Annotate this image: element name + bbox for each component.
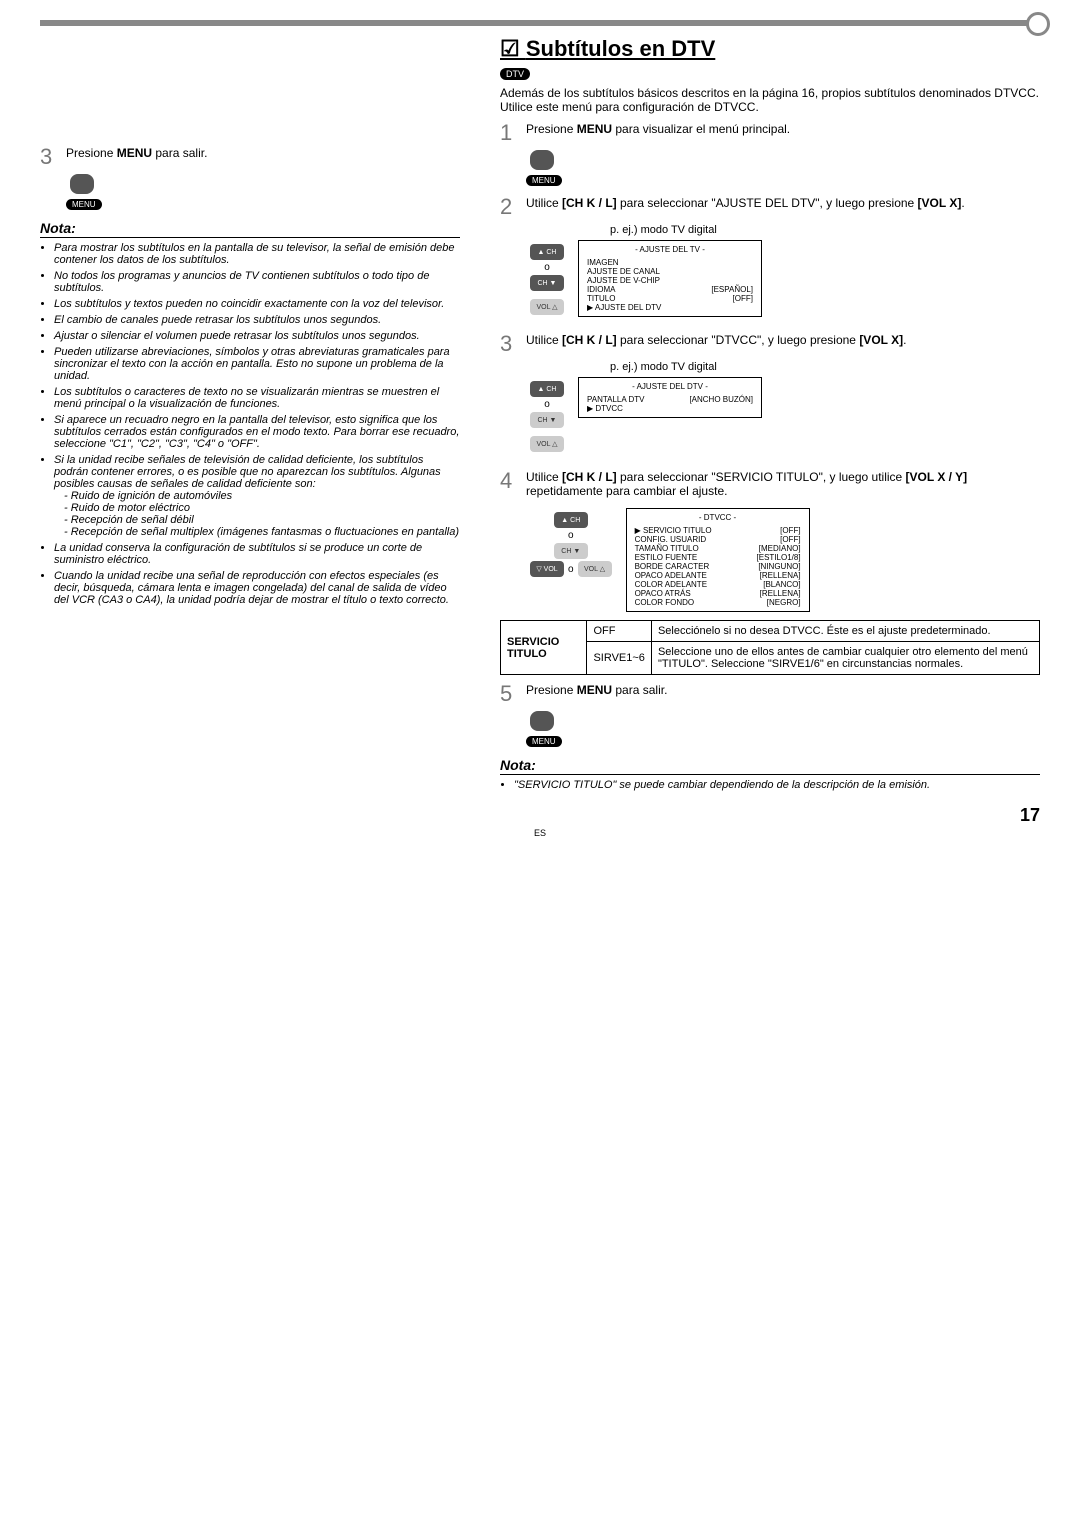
nota-item: Pueden utilizarse abreviaciones, símbolo… — [54, 346, 460, 382]
right-column: Subtítulos en DTV DTV Además de los subt… — [500, 36, 1040, 795]
section-title: Subtítulos en DTV — [500, 36, 1040, 62]
remote-cluster: ▲ CH o CH ▼ VOL △ — [530, 379, 564, 454]
intro-text: Además de los subtítulos básicos descrit… — [500, 86, 1040, 114]
ch-down-button: CH ▼ — [530, 275, 564, 291]
step-3-text: Presione MENU para salir. — [66, 146, 460, 168]
remote-cluster: ▲ CH o CH ▼ ▽ VOL o VOL △ — [530, 510, 612, 577]
nota-heading-2: Nota: — [500, 757, 1040, 775]
vol-button: VOL △ — [530, 299, 564, 315]
nota-item: El cambio de canales puede retrasar los … — [54, 314, 460, 326]
nota-heading: Nota: — [40, 220, 460, 238]
vol-left-button: ▽ VOL — [530, 561, 564, 577]
nota-item: Cuando la unidad recibe una señal de rep… — [54, 570, 460, 606]
menu-title: - DTVCC - — [633, 513, 803, 522]
ch-down-button: CH ▼ — [530, 412, 564, 428]
nota-item: Si la unidad recibe señales de televisió… — [54, 454, 460, 538]
vol-right-button: VOL △ — [578, 561, 612, 577]
table-val: Selecciónelo si no desea DTVCC. Éste es … — [651, 621, 1039, 642]
nota-item: Si aparece un recuadro negro en la panta… — [54, 414, 460, 450]
ch-up-button: ▲ CH — [530, 244, 564, 260]
step-1-text: Presione MENU para visualizar el menú pr… — [526, 122, 1040, 144]
nota-item: No todos los programas y anuncios de TV … — [54, 270, 460, 294]
step-2-text: Utilice [CH K / L] para seleccionar "AJU… — [526, 196, 1040, 218]
servicio-table: SERVICIO TITULO OFF Selecciónelo si no d… — [500, 620, 1040, 675]
menu-box-tv: - AJUSTE DEL TV - IMAGEN AJUSTE DE CANAL… — [578, 240, 762, 317]
menu-button-shape — [70, 174, 94, 194]
step-2-num: 2 — [500, 196, 518, 218]
ch-up-button: ▲ CH — [554, 512, 588, 528]
menu-title: - AJUSTE DEL DTV - — [585, 382, 755, 391]
remote-cluster: ▲ CH o CH ▼ VOL △ — [530, 242, 564, 317]
nota-item: Los subtítulos o caracteres de texto no … — [54, 386, 460, 410]
header-circle — [1026, 12, 1050, 36]
nota-list-2: "SERVICIO TITULO" se puede cambiar depen… — [500, 779, 1040, 791]
header-rule — [40, 20, 1040, 26]
step-3-text: Utilice [CH K / L] para seleccionar "DTV… — [526, 333, 1040, 355]
nota-item: La unidad conserva la configuración de s… — [54, 542, 460, 566]
ch-down-button: CH ▼ — [554, 543, 588, 559]
menu-title: - AJUSTE DEL TV - — [585, 245, 755, 254]
menu-button-label: MENU — [66, 199, 102, 210]
nota-item: Ajustar o silenciar el volumen puede ret… — [54, 330, 460, 342]
menu-button-shape — [530, 711, 554, 731]
step-1-num: 1 — [500, 122, 518, 144]
step-3-num: 3 — [40, 146, 58, 168]
ch-up-button: ▲ CH — [530, 381, 564, 397]
nota-item: Los subtítulos y textos pueden no coinci… — [54, 298, 460, 310]
step-3-num: 3 — [500, 333, 518, 355]
dtv-tag: DTV — [500, 68, 530, 80]
menu-box-dtv: - AJUSTE DEL DTV - PANTALLA DTV[ANCHO BU… — [578, 377, 762, 418]
nota-item: "SERVICIO TITULO" se puede cambiar depen… — [514, 779, 1040, 791]
page-number: 17 — [40, 805, 1040, 826]
table-key: OFF — [587, 621, 651, 642]
nota-list: Para mostrar los subtítulos en la pantal… — [40, 242, 460, 606]
table-key: SIRVE1~6 — [587, 642, 651, 675]
es-label: ES — [40, 828, 1040, 838]
step-4-num: 4 — [500, 470, 518, 498]
example-label: p. ej.) modo TV digital — [610, 224, 1040, 236]
menu-button-label: MENU — [526, 175, 562, 186]
table-head: SERVICIO TITULO — [501, 621, 587, 675]
step-5-text: Presione MENU para salir. — [526, 683, 1040, 705]
or-separator: o — [568, 564, 574, 575]
step-5-num: 5 — [500, 683, 518, 705]
table-val: Seleccione uno de ellos antes de cambiar… — [651, 642, 1039, 675]
example-label: p. ej.) modo TV digital — [610, 361, 1040, 373]
vol-button: VOL △ — [530, 436, 564, 452]
menu-button-shape — [530, 150, 554, 170]
left-column: 3 Presione MENU para salir. MENU Nota: P… — [40, 36, 460, 795]
or-separator: o — [530, 262, 564, 273]
or-separator: o — [530, 530, 612, 541]
or-separator: o — [530, 399, 564, 410]
menu-box-dtvcc: - DTVCC - ▶ SERVICIO TITULO[OFF] CONFIG.… — [626, 508, 810, 612]
menu-button-label: MENU — [526, 736, 562, 747]
nota-item: Para mostrar los subtítulos en la pantal… — [54, 242, 460, 266]
step-4-text: Utilice [CH K / L] para seleccionar "SER… — [526, 470, 1040, 498]
